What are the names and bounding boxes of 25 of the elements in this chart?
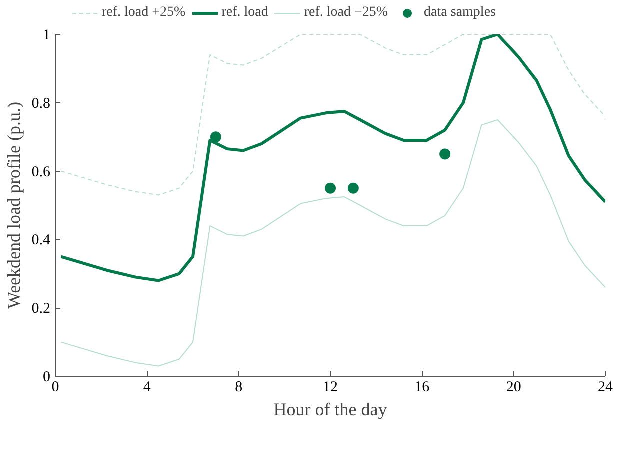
x-tick-label: 20 [506,380,522,396]
y-tick-label: 0.6 [32,164,51,180]
y-tick-label: 1 [43,28,50,44]
point [348,182,359,194]
x-tick-label: 12 [323,380,338,396]
line-series [60,34,606,196]
x-tick-label: 8 [235,380,243,396]
point [325,182,336,194]
y-tick-label: 0.4 [32,232,51,249]
legend-label: ref. load +25% [102,5,186,21]
y-tick-label: 0 [43,370,50,386]
point [210,132,222,143]
x-axis-title: Hour of the day [274,400,388,420]
y-tick-label: 0.2 [32,301,50,318]
legend-label: ref. load −25% [304,5,388,21]
legend-label: data samples [424,5,496,21]
x-tick-label: 4 [143,380,152,396]
point [440,148,451,160]
line-series [60,120,606,367]
y-tick-label: 0.8 [32,96,50,112]
x-tick-label: 24 [598,380,614,396]
line-series [60,34,606,282]
legend-label: ref. load [222,5,268,21]
y-axis-title: Weekdend load profile (p.u.) [4,102,24,309]
x-tick-label: 16 [414,380,430,396]
